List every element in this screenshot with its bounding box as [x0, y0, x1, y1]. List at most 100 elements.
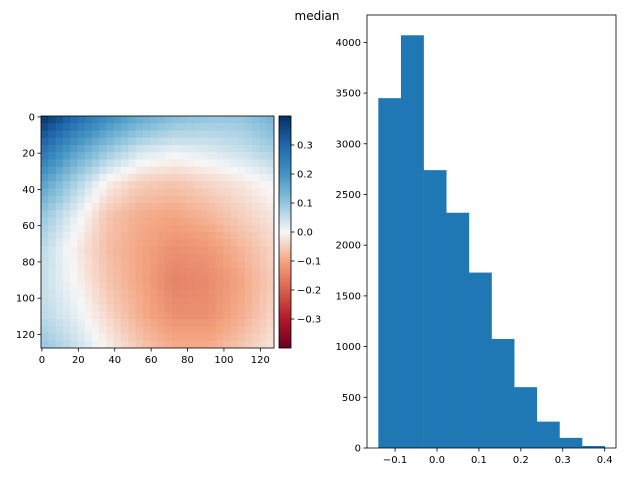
heatmap-cell: [193, 326, 202, 335]
heatmap-cell: [244, 181, 253, 190]
heatmap-cell: [237, 166, 246, 175]
heatmap-cell: [164, 304, 173, 313]
heatmap-cell: [172, 297, 180, 306]
heatmap-cell: [128, 166, 137, 175]
heatmap-cell: [41, 181, 49, 190]
heatmap-cell: [208, 304, 217, 313]
heatmap-cell: [193, 282, 202, 291]
heatmap-cell: [135, 239, 144, 248]
heatmap-cell: [142, 326, 151, 335]
heatmap-cell: [62, 166, 71, 175]
heatmap-cell: [179, 232, 188, 240]
heatmap-cell: [252, 116, 261, 124]
heatmap-cell: [41, 210, 49, 219]
heatmap-cell: [91, 333, 100, 342]
heatmap-cell: [62, 297, 71, 306]
heatmap-cell: [77, 239, 86, 248]
heatmap-cell: [142, 319, 151, 327]
heatmap-cell: [259, 319, 268, 327]
heatmap-cell: [135, 319, 144, 327]
heatmap-cell: [99, 340, 108, 348]
heatmap-cell: [70, 333, 79, 342]
heatmap-cell: [186, 290, 195, 298]
heatmap-cell: [41, 123, 49, 132]
heatmap-cell: [70, 297, 79, 306]
heatmap-cell: [99, 217, 108, 226]
heatmap-cell: [215, 311, 224, 320]
heatmap-cell: [172, 181, 180, 190]
heatmap-cell: [91, 116, 100, 124]
heatmap-cell: [135, 145, 144, 153]
heatmap-cell: [186, 224, 195, 233]
heatmap-cell: [70, 181, 79, 190]
heatmap-cell: [164, 130, 173, 139]
heatmap-cell: [70, 261, 79, 269]
heatmap-cell: [259, 275, 268, 284]
heatmap-cell: [201, 253, 210, 262]
heatmap-cell: [244, 326, 253, 335]
heatmap-cell: [142, 246, 151, 255]
heatmap-cell: [91, 137, 100, 146]
heatmap-cell: [84, 297, 93, 306]
heatmap-cell: [62, 174, 71, 182]
heatmap-cell: [193, 297, 202, 306]
heatmap-cell: [186, 311, 195, 320]
heatmap-cell: [208, 239, 217, 248]
heatmap-cell: [113, 275, 122, 284]
heatmap-cell: [55, 123, 64, 132]
heatmap-cell: [201, 340, 210, 348]
heatmap-cell: [128, 261, 137, 269]
heatmap-cell: [186, 253, 195, 262]
heatmap-cell: [128, 253, 137, 262]
colorbar-tick-label: 0.3: [297, 141, 313, 152]
heatmap-cell: [208, 152, 217, 161]
heatmap-cell: [186, 145, 195, 153]
heatmap-cell: [84, 232, 93, 240]
heatmap-cell: [215, 174, 224, 182]
heatmap-cell: [121, 166, 129, 175]
heatmap-cell: [252, 290, 261, 298]
heatmap-cell: [150, 261, 159, 269]
heatmap-cell: [164, 137, 173, 146]
histogram-y-tick-label: 500: [342, 393, 361, 404]
heatmap-cell: [62, 340, 71, 348]
heatmap-cell: [150, 166, 159, 175]
heatmap-cell: [106, 253, 115, 262]
heatmap-cell: [135, 116, 144, 124]
heatmap-cell: [128, 130, 137, 139]
heatmap-cell: [186, 159, 195, 168]
heatmap-cell: [55, 246, 64, 255]
heatmap-cell: [266, 268, 274, 277]
heatmap-cell: [62, 304, 71, 313]
heatmap-cell: [201, 174, 210, 182]
heatmap-cell: [77, 304, 86, 313]
heatmap-cell: [55, 253, 64, 262]
heatmap-cell: [55, 333, 64, 342]
heatmap-cell: [106, 340, 115, 348]
heatmap-cell: [41, 174, 49, 182]
heatmap-cell: [70, 203, 79, 211]
heatmap-x-axis: 0 20 40 60 80 100 120: [39, 348, 270, 366]
heatmap-cell: [70, 137, 79, 146]
heatmap-cell: [84, 275, 93, 284]
histogram-x-tick-label: 0.2: [513, 455, 529, 466]
heatmap-cell: [77, 311, 86, 320]
heatmap-cell: [48, 224, 57, 233]
heatmap-cell: [259, 304, 268, 313]
heatmap-cell: [106, 297, 115, 306]
heatmap-cell: [150, 210, 159, 219]
heatmap-cell: [48, 275, 57, 284]
heatmap-cell: [237, 203, 246, 211]
heatmap-cell: [142, 261, 151, 269]
heatmap-cell: [201, 181, 210, 190]
heatmap-cell: [128, 333, 137, 342]
heatmap-cell: [41, 159, 49, 168]
heatmap-cell: [128, 319, 137, 327]
heatmap-cell: [106, 268, 115, 277]
heatmap-cell: [266, 188, 274, 197]
heatmap-cell: [172, 340, 180, 348]
heatmap-cell: [266, 319, 274, 327]
heatmap-cell: [128, 217, 137, 226]
heatmap-cell: [208, 326, 217, 335]
heatmap-cell: [106, 166, 115, 175]
